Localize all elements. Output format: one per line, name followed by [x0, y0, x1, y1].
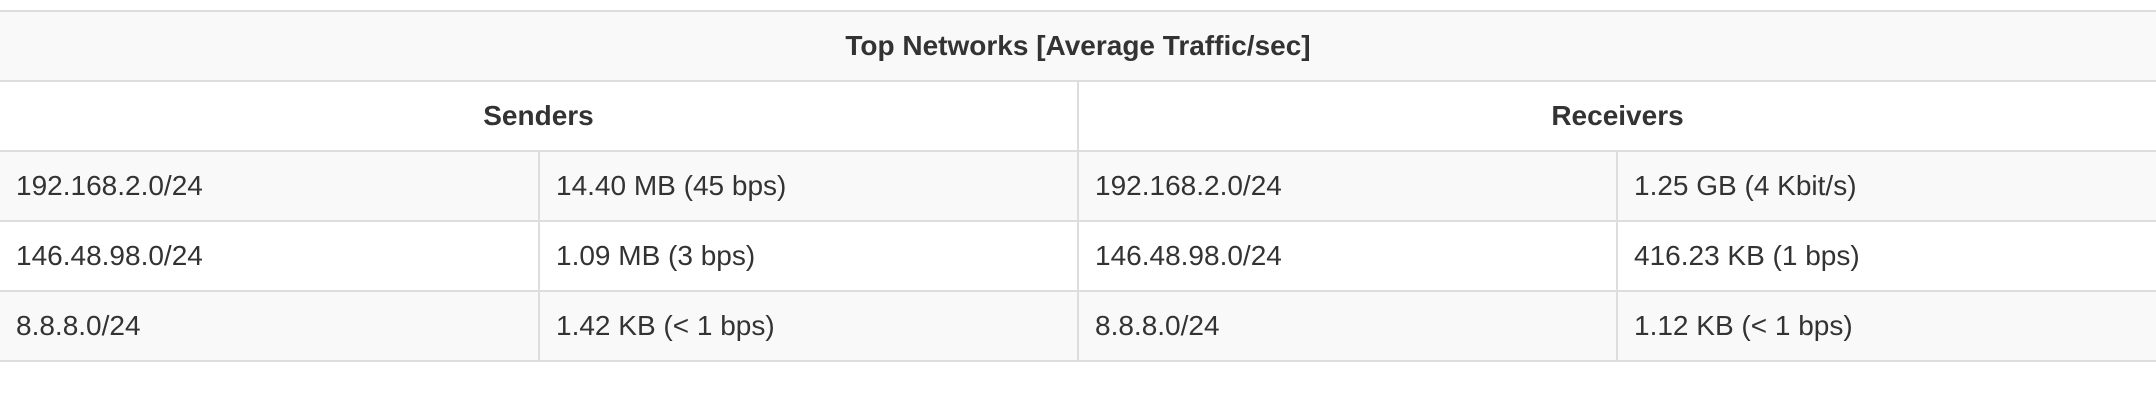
sender-traffic-cell: 1.09 MB (3 bps)	[538, 220, 1079, 292]
receiver-traffic-cell: 1.25 GB (4 Kbit/s)	[1615, 150, 2156, 222]
table-row: 146.48.98.0/24 1.09 MB (3 bps) 146.48.98…	[0, 220, 2156, 292]
sender-network-cell: 192.168.2.0/24	[0, 150, 540, 222]
receiver-network-cell: 8.8.8.0/24	[1077, 290, 1618, 362]
sender-network-cell: 146.48.98.0/24	[0, 220, 540, 292]
top-networks-table: Top Networks [Average Traffic/sec] Sende…	[0, 10, 2156, 362]
receiver-traffic-cell: 416.23 KB (1 bps)	[1615, 220, 2156, 292]
receiver-network-cell: 146.48.98.0/24	[1077, 220, 1618, 292]
top-networks-table-container: Top Networks [Average Traffic/sec] Sende…	[0, 10, 2156, 362]
receivers-header: Receivers	[1076, 80, 2156, 152]
table-row: 8.8.8.0/24 1.42 KB (< 1 bps) 8.8.8.0/24 …	[0, 290, 2156, 362]
receiver-network-cell: 192.168.2.0/24	[1077, 150, 1618, 222]
sender-network-cell: 8.8.8.0/24	[0, 290, 540, 362]
table-title: Top Networks [Average Traffic/sec]	[0, 10, 2156, 82]
senders-header: Senders	[0, 80, 1079, 152]
sender-traffic-cell: 1.42 KB (< 1 bps)	[538, 290, 1079, 362]
receiver-traffic-cell: 1.12 KB (< 1 bps)	[1615, 290, 2156, 362]
table-title-row: Top Networks [Average Traffic/sec]	[0, 10, 2156, 82]
table-row: 192.168.2.0/24 14.40 MB (45 bps) 192.168…	[0, 150, 2156, 222]
sender-traffic-cell: 14.40 MB (45 bps)	[538, 150, 1079, 222]
section-header-row: Senders Receivers	[0, 80, 2156, 152]
